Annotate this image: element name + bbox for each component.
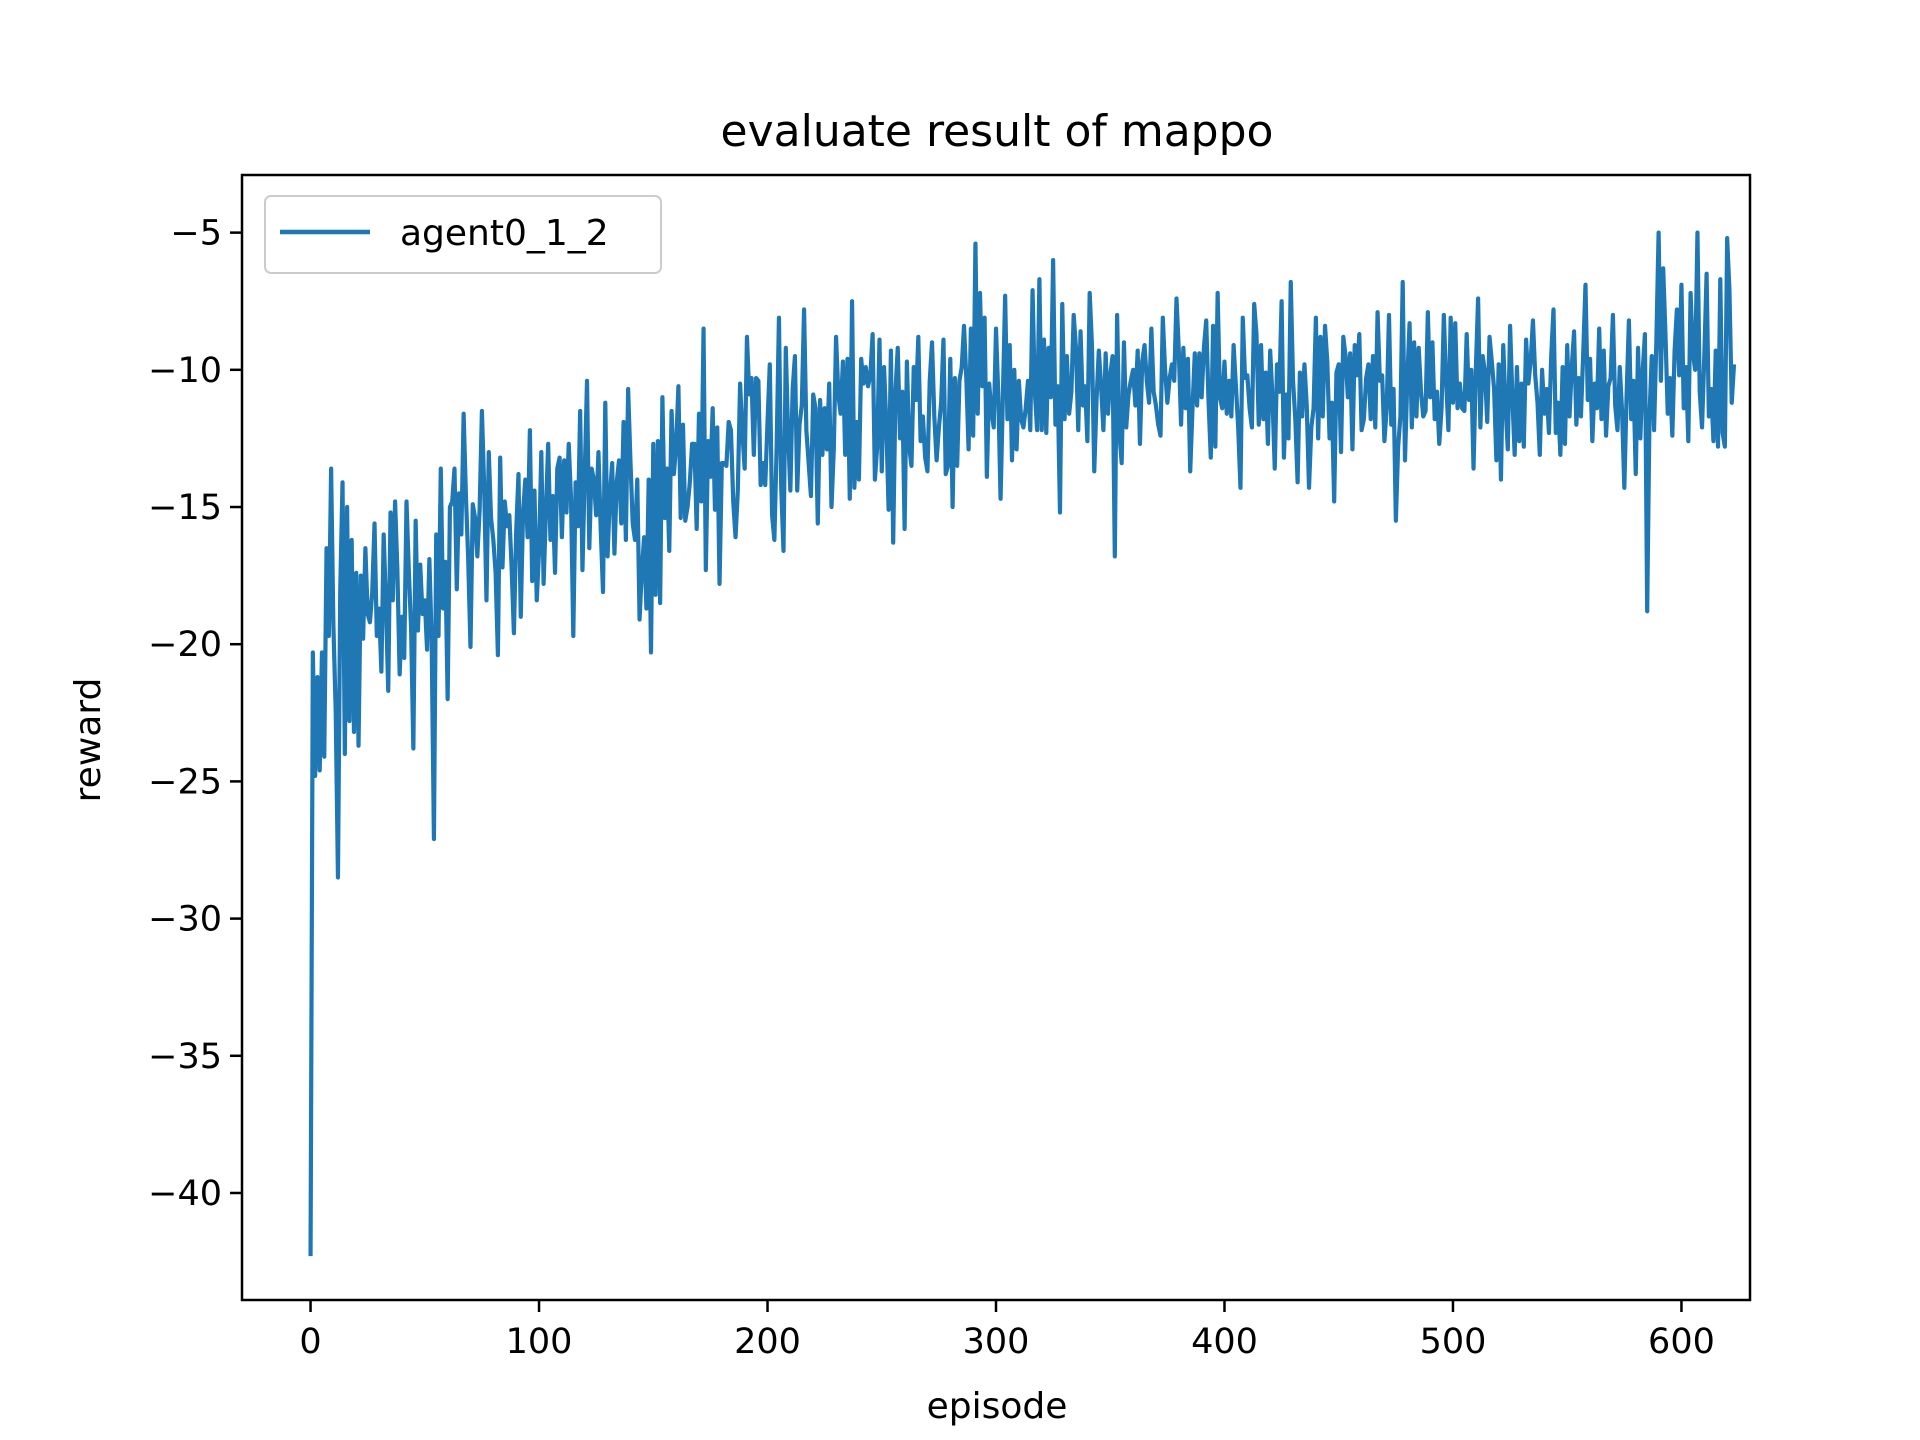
- series-layer: [308, 230, 1737, 1257]
- y-tick-label: −35: [148, 1037, 222, 1077]
- series-line-agent0_1_2: [308, 230, 1737, 1257]
- x-axis: 0 100 200 300 400 500 600: [299, 1300, 1715, 1362]
- legend: agent0_1_2: [264, 195, 662, 274]
- x-tick-label: 200: [734, 1322, 801, 1362]
- y-axis-label: reward: [68, 678, 109, 803]
- x-axis-label: episode: [927, 1386, 1068, 1427]
- y-tick-label: −25: [148, 762, 222, 802]
- y-tick-label: −20: [148, 625, 222, 665]
- y-tick-label: −30: [148, 900, 222, 940]
- x-tick-label: 0: [299, 1322, 321, 1362]
- x-tick-label: 100: [506, 1322, 573, 1362]
- legend-box: [264, 195, 662, 274]
- y-tick-label: −15: [148, 488, 222, 528]
- y-tick-label: −10: [148, 351, 222, 391]
- chart-title: evaluate result of mappo: [721, 106, 1274, 157]
- x-tick-label: 300: [963, 1322, 1030, 1362]
- x-tick-label: 500: [1420, 1322, 1487, 1362]
- legend-label-agent0_1_2: agent0_1_2: [400, 213, 609, 254]
- y-tick-label: −40: [148, 1174, 222, 1214]
- x-tick-label: 600: [1648, 1322, 1715, 1362]
- x-tick-label: 400: [1191, 1322, 1258, 1362]
- y-tick-label: −5: [170, 214, 222, 254]
- y-axis: −40 −35 −30 −25 −20 −15 −10 −5: [148, 214, 242, 1214]
